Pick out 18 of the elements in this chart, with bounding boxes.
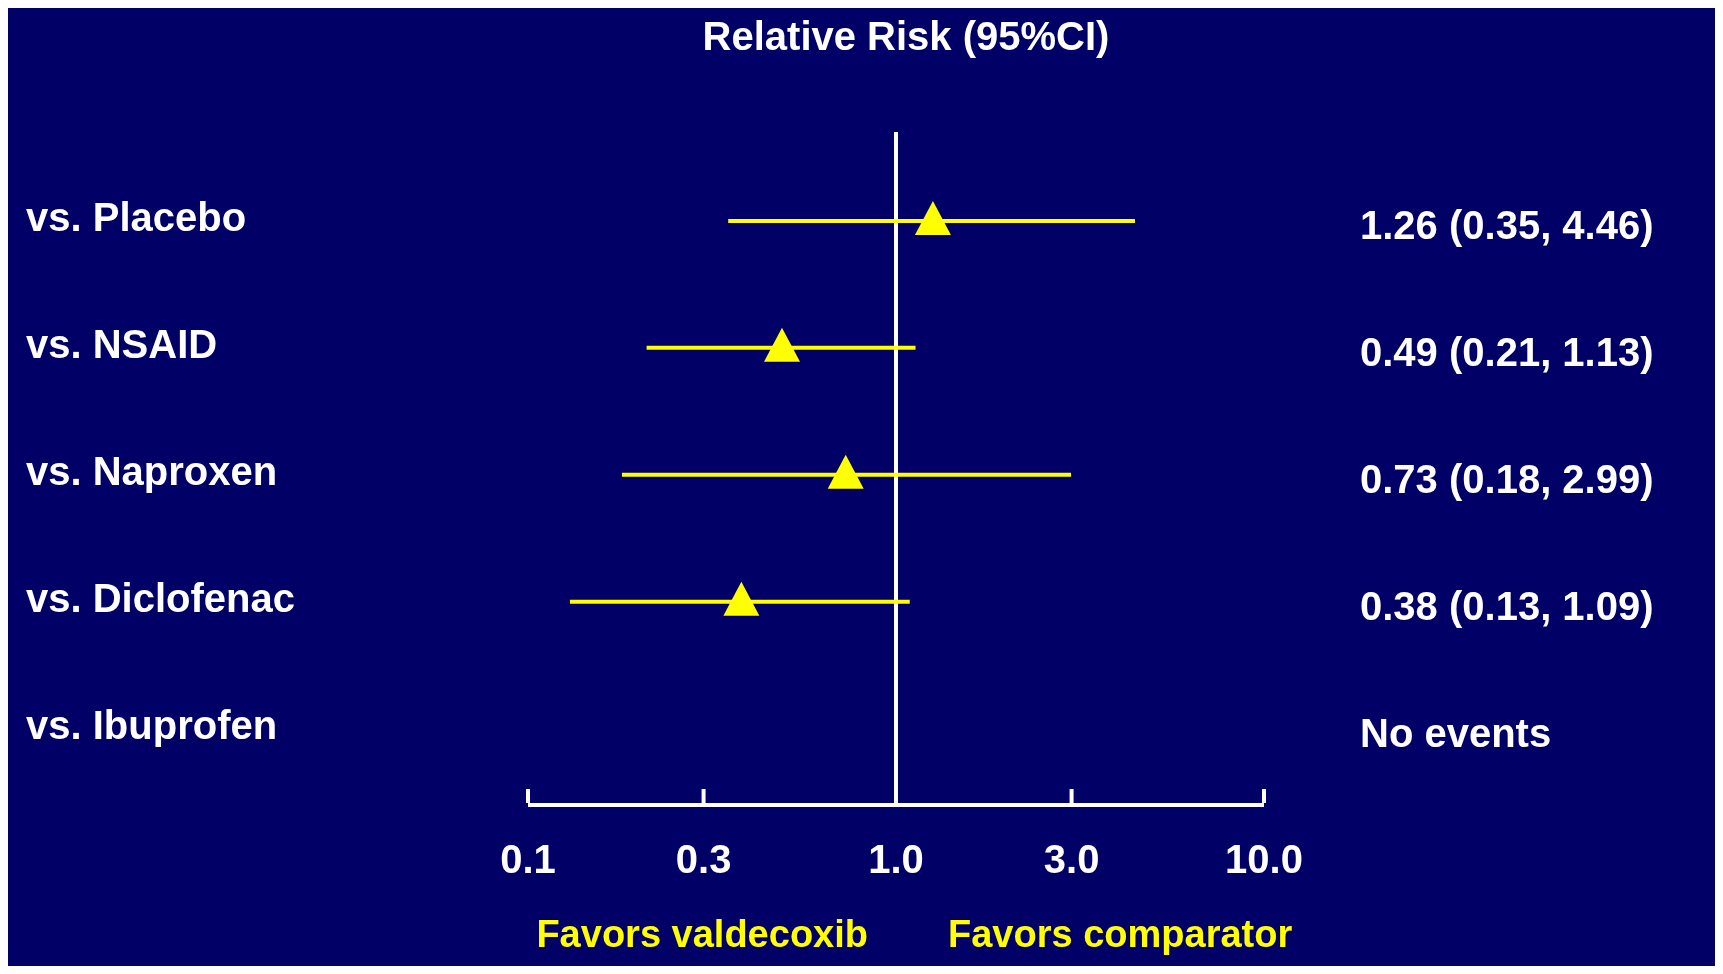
- x-tick-label: 0.1: [500, 837, 556, 881]
- text: No events: [1360, 711, 1552, 756]
- data-label: 0.49 (0.21, 1.13): [1360, 330, 1654, 375]
- y-tick-label: vs. Placebo: [26, 195, 247, 240]
- x-tick-label: 0.3: [675, 837, 732, 881]
- data-label: 1.26 (0.35, 4.46): [1360, 203, 1654, 248]
- data-label: 0.73 (0.18, 2.99): [1360, 457, 1654, 502]
- text: Favors comparator: [948, 913, 1293, 956]
- text: Favors valdecoxib: [536, 913, 868, 956]
- y-tick-label: vs. Diclofenac: [26, 576, 296, 621]
- y-tick-label: vs. Naproxen: [26, 449, 278, 494]
- x-tick-label: 1.0: [868, 837, 924, 881]
- x-tick-label: 3.0: [1043, 837, 1100, 881]
- x-tick-label: 10.0: [1225, 837, 1303, 881]
- y-tick-label: vs. Ibuprofen: [26, 703, 278, 748]
- data-label: 0.38 (0.13, 1.09): [1360, 584, 1654, 629]
- chart-title: Relative Risk (95%CI): [702, 14, 1110, 59]
- y-tick-label: vs. NSAID: [26, 322, 218, 367]
